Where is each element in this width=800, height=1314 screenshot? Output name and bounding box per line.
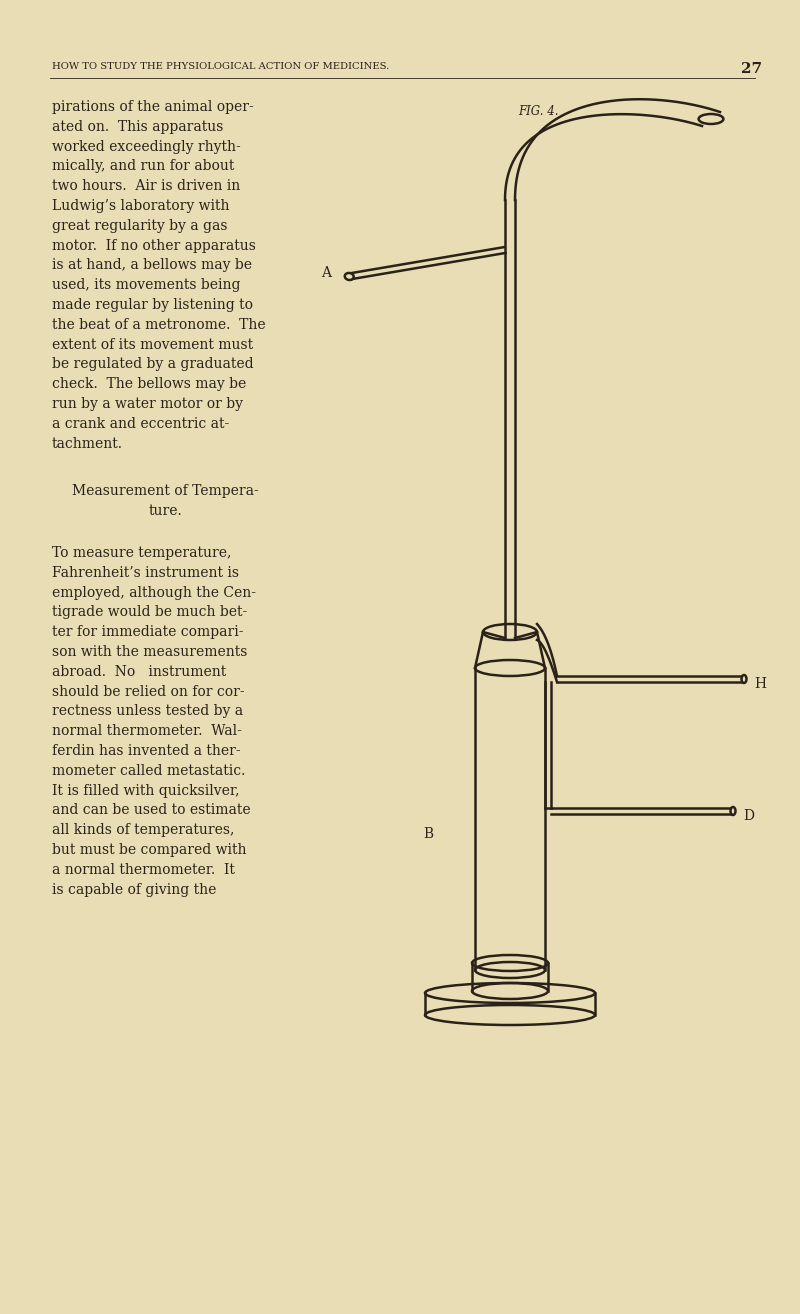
Text: a crank and eccentric at-: a crank and eccentric at- [52, 417, 230, 431]
Text: worked exceedingly rhyth-: worked exceedingly rhyth- [52, 139, 241, 154]
Text: ated on.  This apparatus: ated on. This apparatus [52, 120, 223, 134]
Text: tachment.: tachment. [52, 436, 123, 451]
Text: mometer called metastatic.: mometer called metastatic. [52, 763, 246, 778]
Text: all kinds of temperatures,: all kinds of temperatures, [52, 823, 234, 837]
Text: Ludwig’s laboratory with: Ludwig’s laboratory with [52, 198, 230, 213]
Text: HOW TO STUDY THE PHYSIOLOGICAL ACTION OF MEDICINES.: HOW TO STUDY THE PHYSIOLOGICAL ACTION OF… [52, 62, 390, 71]
Text: but must be compared with: but must be compared with [52, 844, 246, 857]
Text: It is filled with quicksilver,: It is filled with quicksilver, [52, 783, 239, 798]
Text: extent of its movement must: extent of its movement must [52, 338, 253, 352]
Ellipse shape [698, 114, 723, 124]
Text: A: A [322, 267, 331, 280]
Ellipse shape [730, 807, 735, 815]
Text: mically, and run for about: mically, and run for about [52, 159, 234, 173]
Ellipse shape [742, 675, 746, 683]
Text: To measure temperature,: To measure temperature, [52, 547, 231, 560]
Text: Measurement of Tempera-: Measurement of Tempera- [72, 485, 258, 498]
Text: Fahrenheit’s instrument is: Fahrenheit’s instrument is [52, 566, 239, 579]
Text: great regularity by a gas: great regularity by a gas [52, 219, 227, 233]
Text: normal thermometer.  Wal-: normal thermometer. Wal- [52, 724, 242, 738]
Text: rectness unless tested by a: rectness unless tested by a [52, 704, 243, 719]
Text: tigrade would be much bet-: tigrade would be much bet- [52, 606, 247, 619]
Text: check.  The bellows may be: check. The bellows may be [52, 377, 246, 392]
Text: ture.: ture. [148, 505, 182, 518]
Text: abroad.  No   instrument: abroad. No instrument [52, 665, 226, 679]
Text: is at hand, a bellows may be: is at hand, a bellows may be [52, 259, 252, 272]
Text: FIG. 4.: FIG. 4. [518, 105, 558, 118]
Text: ferdin has invented a ther-: ferdin has invented a ther- [52, 744, 241, 758]
Text: ter for immediate compari-: ter for immediate compari- [52, 625, 243, 639]
Text: 27: 27 [742, 62, 762, 76]
Text: be regulated by a graduated: be regulated by a graduated [52, 357, 254, 372]
Text: son with the measurements: son with the measurements [52, 645, 247, 660]
Text: the beat of a metronome.  The: the beat of a metronome. The [52, 318, 266, 332]
Text: run by a water motor or by: run by a water motor or by [52, 397, 243, 411]
Text: should be relied on for cor-: should be relied on for cor- [52, 685, 245, 699]
Text: B: B [423, 827, 433, 841]
Text: two hours.  Air is driven in: two hours. Air is driven in [52, 179, 240, 193]
Text: D: D [743, 809, 754, 823]
Text: a normal thermometer.  It: a normal thermometer. It [52, 863, 235, 876]
Text: employed, although the Cen-: employed, although the Cen- [52, 586, 256, 599]
Ellipse shape [345, 273, 354, 280]
Text: motor.  If no other apparatus: motor. If no other apparatus [52, 239, 256, 252]
Text: and can be used to estimate: and can be used to estimate [52, 803, 250, 817]
Text: pirations of the animal oper-: pirations of the animal oper- [52, 100, 254, 114]
Text: is capable of giving the: is capable of giving the [52, 883, 216, 896]
Text: H: H [754, 677, 766, 691]
Text: used, its movements being: used, its movements being [52, 279, 241, 292]
Text: made regular by listening to: made regular by listening to [52, 298, 253, 311]
